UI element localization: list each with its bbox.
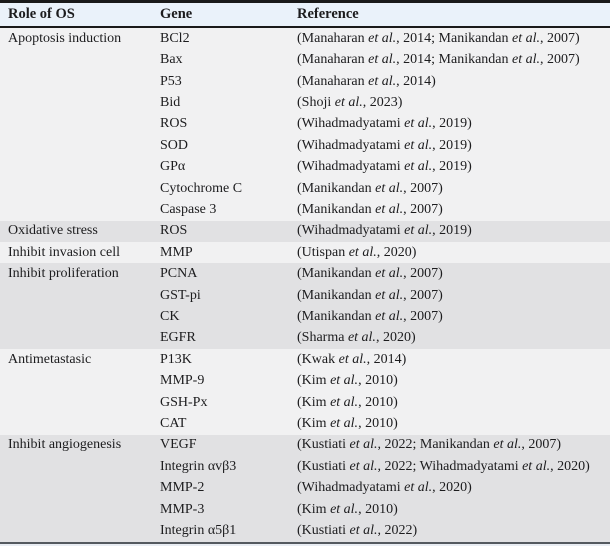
table-row: Apoptosis induction BCl2 (Manaharan et a… (0, 28, 610, 50)
gene-cell: P53 (160, 73, 182, 89)
gene-cell: Bid (160, 94, 181, 110)
reference-cell: (Manikandan et al., 2007) (297, 180, 443, 196)
reference-cell: (Manaharan et al., 2014; Manikandan et a… (297, 30, 580, 46)
table-row: Antimetastasic P13K (Kwak et al., 2014) (0, 349, 610, 371)
table-row: GSH-Px (Kim et al., 2010) (0, 391, 610, 414)
reference-cell: (Wihadmadyatami et al., 2019) (297, 223, 472, 239)
reference-cell: (Shoji et al., 2023) (297, 94, 403, 110)
gene-cell: P13K (160, 351, 192, 367)
role-cell: Antimetastasic (8, 351, 92, 367)
reference-cell: (Kim et al., 2010) (297, 394, 398, 410)
gene-cell: CAT (160, 416, 187, 432)
reference-cell: (Wihadmadyatami et al., 2019) (297, 116, 472, 132)
table-body: Apoptosis induction BCl2 (Manaharan et a… (0, 28, 610, 542)
table-row: MMP-9 (Kim et al., 2010) (0, 370, 610, 392)
gene-cell: Cytochrome C (160, 180, 243, 196)
table-row: EGFR (Sharma et al., 2020) (0, 327, 610, 350)
gene-cell: PCNA (160, 266, 198, 282)
reference-cell: (Manikandan et al., 2007) (297, 266, 443, 282)
gene-cell: MMP (160, 244, 193, 260)
gene-cell: MMP-2 (160, 480, 205, 496)
reference-cell: (Wihadmadyatami et al., 2020) (297, 480, 472, 496)
table-row: SOD (Wihadmadyatami et al., 2019) (0, 135, 610, 157)
table-row: GPα (Wihadmadyatami et al., 2019) (0, 156, 610, 178)
role-cell: Inhibit angiogenesis (8, 437, 122, 453)
reference-cell: (Manikandan et al., 2007) (297, 201, 443, 217)
gene-cell: SOD (160, 137, 189, 153)
table-row: CAT (Kim et al., 2010) (0, 413, 610, 435)
table-row: Integrin αvβ3 (Kustiati et al., 2022; Wi… (0, 456, 610, 478)
table-header-row: Role of OS Gene Reference (0, 3, 610, 28)
reference-cell: (Kim et al., 2010) (297, 501, 398, 517)
table-row: Inhibit proliferation PCNA (Manikandan e… (0, 263, 610, 285)
table-row: GST-pi (Manikandan et al., 2007) (0, 284, 610, 307)
table-row: P53 (Manaharan et al., 2014) (0, 70, 610, 93)
reference-cell: (Sharma et al., 2020) (297, 330, 416, 346)
gene-cell: GPα (160, 159, 186, 175)
table-row: MMP-2 (Wihadmadyatami et al., 2020) (0, 477, 610, 499)
reference-cell: (Kustiati et al., 2022; Manikandan et al… (297, 437, 562, 453)
reference-cell: (Utispan et al., 2020) (297, 244, 417, 260)
gene-cell: BCl2 (160, 30, 190, 46)
gene-cell: Integrin α5β1 (160, 523, 237, 539)
gene-cell: Integrin αvβ3 (160, 458, 237, 474)
reference-cell: (Manikandan et al., 2007) (297, 287, 443, 303)
reference-cell: (Manaharan et al., 2014; Manikandan et a… (297, 52, 580, 68)
role-cell: Inhibit invasion cell (8, 244, 120, 260)
column-header-reference: Reference (297, 6, 359, 22)
table-row: Integrin α5β1 (Kustiati et al., 2022) (0, 520, 610, 542)
table-row: CK (Manikandan et al., 2007) (0, 306, 610, 328)
role-cell: Oxidative stress (8, 223, 98, 239)
column-header-role: Role of OS (8, 6, 75, 22)
gene-cell: GSH-Px (160, 394, 208, 410)
role-cell: Apoptosis induction (8, 30, 122, 46)
table-row: Inhibit angiogenesis VEGF (Kustiati et a… (0, 434, 610, 457)
gene-cell: ROS (160, 223, 188, 239)
table-row: Bid (Shoji et al., 2023) (0, 92, 610, 114)
reference-cell: (Kustiati et al., 2022) (297, 523, 418, 539)
gene-cell: Bax (160, 52, 183, 68)
gene-cell: Caspase 3 (160, 201, 217, 217)
reference-cell: (Kim et al., 2010) (297, 416, 398, 432)
table-row: ROS (Wihadmadyatami et al., 2019) (0, 113, 610, 136)
reference-cell: (Kustiati et al., 2022; Wihadmadyatami e… (297, 458, 590, 474)
gene-cell: EGFR (160, 330, 196, 346)
reference-cell: (Manikandan et al., 2007) (297, 308, 443, 324)
gene-cell: ROS (160, 116, 188, 132)
role-cell: Inhibit proliferation (8, 266, 119, 282)
table-row: Cytochrome C (Manikandan et al., 2007) (0, 177, 610, 200)
column-header-gene: Gene (160, 6, 193, 22)
gene-cell: MMP-9 (160, 373, 205, 389)
gene-cell: GST-pi (160, 287, 201, 303)
table-row: Caspase 3 (Manikandan et al., 2007) (0, 199, 610, 221)
reference-cell: (Wihadmadyatami et al., 2019) (297, 159, 472, 175)
reference-cell: (Manaharan et al., 2014) (297, 73, 436, 89)
gene-cell: CK (160, 308, 180, 324)
gene-cell: VEGF (160, 437, 197, 453)
reference-cell: (Wihadmadyatami et al., 2019) (297, 137, 472, 153)
table-row: Bax (Manaharan et al., 2014; Manikandan … (0, 49, 610, 71)
reference-cell: (Kim et al., 2010) (297, 373, 398, 389)
reference-cell: (Kwak et al., 2014) (297, 351, 407, 367)
gene-cell: MMP-3 (160, 501, 205, 517)
table-row: Oxidative stress ROS (Wihadmadyatami et … (0, 220, 610, 243)
table-row: Inhibit invasion cell MMP (Utispan et al… (0, 242, 610, 264)
table-row: MMP-3 (Kim et al., 2010) (0, 498, 610, 521)
